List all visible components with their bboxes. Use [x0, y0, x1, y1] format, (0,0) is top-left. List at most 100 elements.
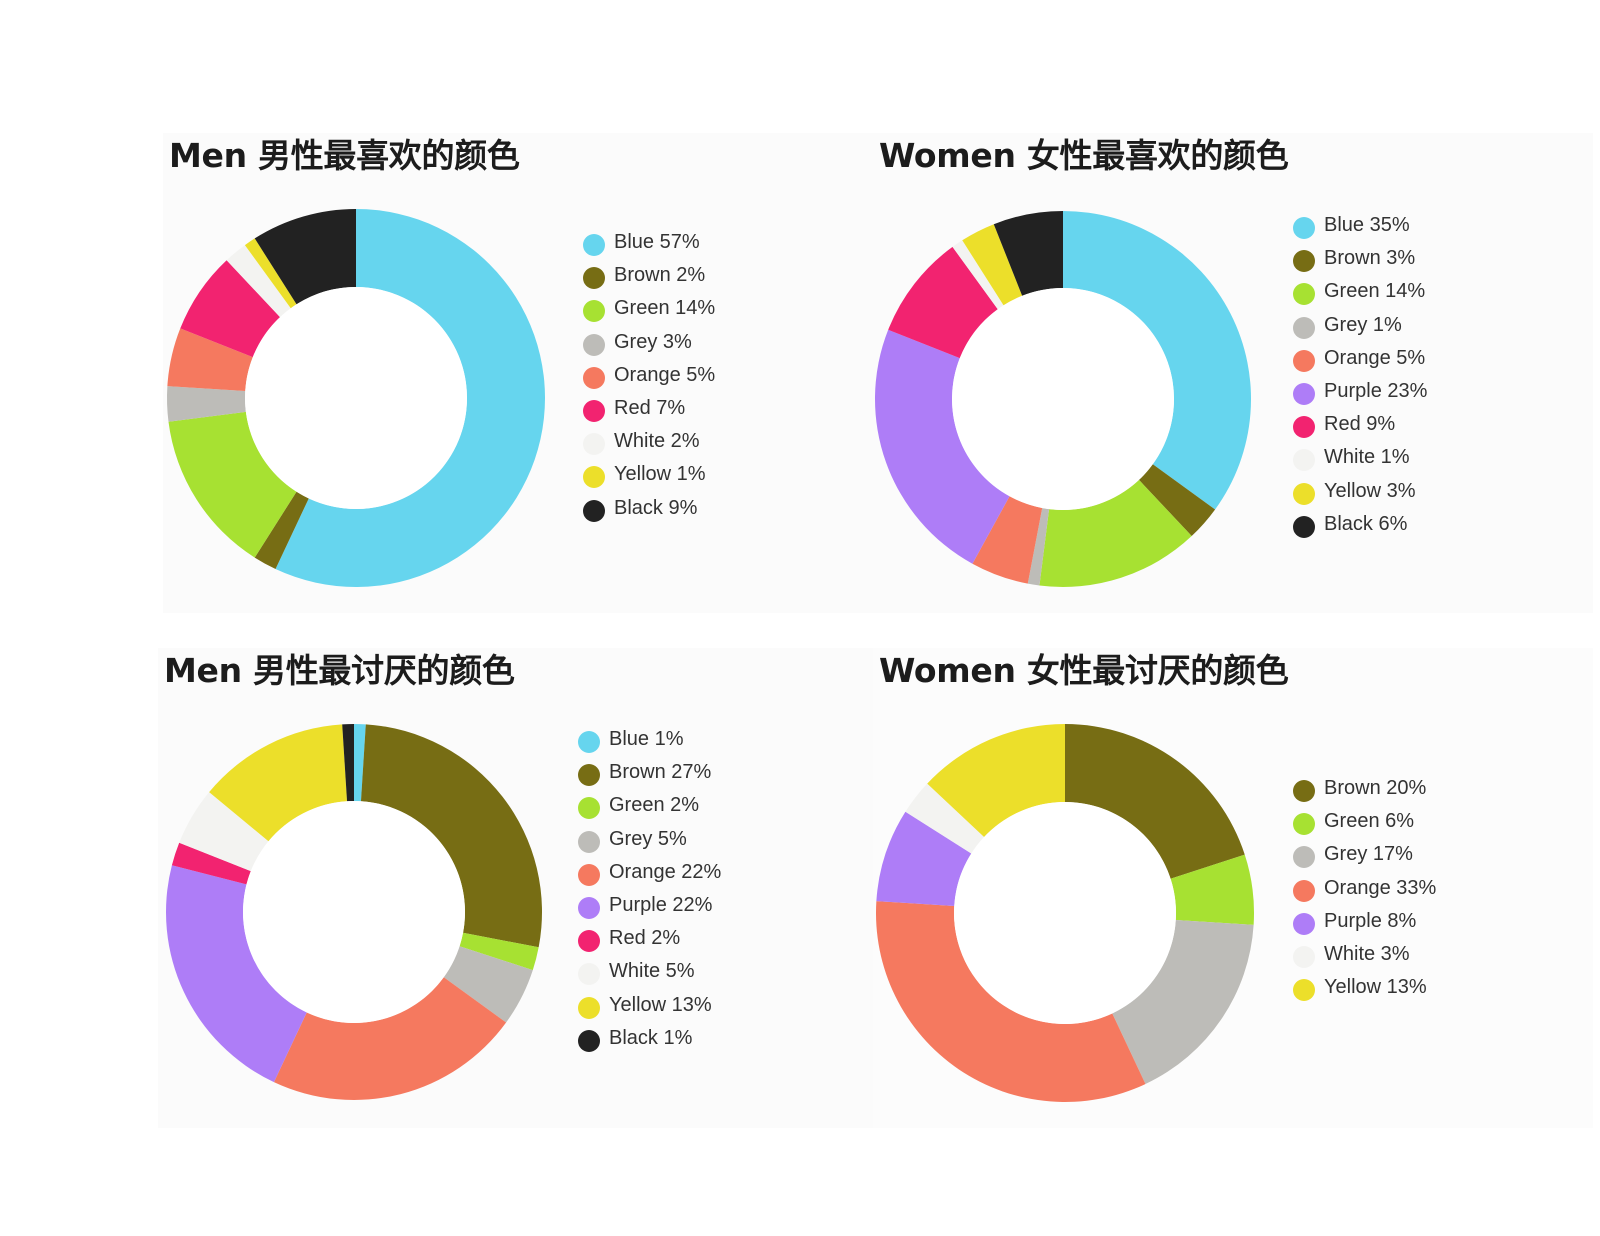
donut-hole [243, 801, 465, 1023]
donut-slice-red [171, 842, 251, 885]
donut-slice-black [993, 211, 1063, 296]
legend-label: Green 2% [609, 794, 700, 817]
donut-slice-white [952, 240, 1004, 310]
donut-chart [875, 724, 1255, 1102]
donut-chart [874, 211, 1252, 588]
donut-hole [952, 288, 1174, 510]
chart-panel-women-disliked: Women 女性最讨厌的颜色 Brown 20% Green 6% Grey 17%… [873, 648, 1593, 1128]
donut-chart [166, 209, 546, 587]
donut-slice-grey [443, 946, 533, 1023]
legend-label: Black 9% [614, 496, 698, 519]
chart-panel-women-favorite: Women 女性最喜欢的颜色 Blue 35% Brown 3% Green 14%… [873, 133, 1593, 613]
donut-slice-purple [874, 329, 1010, 564]
legend-label: Red 7% [614, 396, 686, 419]
legend-label: Red 9% [1324, 413, 1396, 436]
legend-label: White 5% [609, 960, 695, 983]
legend-swatch [583, 366, 605, 389]
donut-slice-yellow [209, 724, 348, 842]
legend-swatch [1293, 945, 1315, 968]
donut-slice-brown [254, 491, 309, 570]
legend-label: Yellow 1% [614, 463, 706, 486]
chart-title: Women 女性最讨厌的颜色 [879, 651, 1289, 690]
donut-slice-orange [273, 977, 507, 1101]
legend-swatch [578, 930, 600, 953]
donut-slice-blue [275, 209, 546, 587]
donut-slice-green [459, 932, 539, 971]
legend-label: Orange 33% [1324, 876, 1437, 899]
donut-slice-grey [166, 386, 246, 422]
legend-swatch [583, 234, 605, 256]
donut-chart [166, 724, 543, 1101]
legend-label: Orange 5% [614, 363, 716, 386]
donut-slice-black [254, 209, 356, 305]
legend-label: Brown 3% [1324, 247, 1416, 270]
legend-swatch [1293, 283, 1315, 306]
legend-label: White 1% [1324, 446, 1410, 469]
legend-label: Grey 17% [1324, 843, 1413, 866]
legend-label: Green 14% [1324, 280, 1426, 303]
legend-swatch [578, 863, 600, 886]
legend-swatch [1293, 515, 1315, 538]
legend-label: Yellow 3% [1324, 479, 1416, 502]
legend-swatch [578, 731, 600, 753]
donut-slice-orange [972, 496, 1043, 584]
legend-swatch [583, 333, 605, 356]
legend-swatch [1293, 416, 1315, 439]
donut-slice-white [179, 792, 269, 872]
donut-slice-yellow [927, 724, 1065, 838]
donut-slice-orange [875, 901, 1146, 1102]
donut-slice-grey [1112, 919, 1254, 1085]
chart-panel-men-disliked: Men 男性最讨厌的颜色 Blue 1% Brown 27% Green 2% Gre… [158, 648, 878, 1128]
legend-label: Yellow 13% [609, 993, 712, 1016]
donut-slice-green [168, 411, 297, 558]
legend-swatch [578, 764, 600, 787]
donut-slice-blue [1063, 211, 1252, 510]
donut-slice-grey [1027, 508, 1050, 586]
legend-swatch [578, 797, 600, 820]
legend-swatch [578, 830, 600, 853]
legend-label: Brown 27% [609, 761, 712, 784]
legend-label: Purple 22% [609, 893, 713, 916]
legend-swatch [1293, 250, 1315, 273]
chart-panel-men-favorite: Men 男性最喜欢的颜色 Blue 57% Brown 2% Green 14% Gr… [163, 133, 883, 613]
donut-slice-purple [166, 865, 307, 1083]
donut-slice-red [888, 246, 998, 359]
donut-slice-red [180, 260, 281, 358]
legend-swatch [583, 300, 605, 323]
legend-label: Red 2% [609, 927, 681, 950]
legend-label: Purple 23% [1324, 379, 1428, 402]
legend-swatch [583, 499, 605, 522]
legend-swatch [583, 433, 605, 456]
legend-label: Black 6% [1324, 512, 1408, 535]
legend-label: Grey 3% [614, 330, 692, 353]
legend-label: White 3% [1324, 942, 1410, 965]
donut-slice-brown [1065, 724, 1245, 879]
legend-swatch [1293, 217, 1315, 239]
legend-swatch [1293, 979, 1315, 1002]
donut-hole [245, 287, 467, 509]
legend-label: Orange 22% [609, 860, 722, 883]
donut-slice-purple [876, 811, 972, 907]
legend-swatch [1293, 316, 1315, 339]
legend-label: Yellow 13% [1324, 976, 1427, 999]
legend-swatch [1293, 879, 1315, 902]
legend-swatch [1293, 912, 1315, 935]
legend-swatch [578, 1029, 600, 1052]
legend-swatch [1293, 846, 1315, 869]
donut-slice-green [1039, 479, 1192, 588]
donut-slice-brown [360, 724, 543, 948]
legend-label: Brown 20% [1324, 777, 1427, 799]
legend-swatch [578, 896, 600, 919]
donut-hole [954, 802, 1176, 1024]
legend-label: Purple 8% [1324, 909, 1417, 932]
donut-slice-white [226, 245, 291, 318]
legend-label: Blue 1% [609, 728, 684, 750]
legend-label: Green 14% [614, 297, 716, 320]
donut-slice-yellow [244, 238, 297, 309]
legend-swatch [1293, 382, 1315, 405]
donut-slice-black [342, 724, 354, 802]
legend-swatch [578, 963, 600, 986]
donut-slice-blue [354, 724, 366, 802]
legend-label: Grey 1% [1324, 313, 1402, 336]
chart-title: Men 男性最喜欢的颜色 [169, 136, 520, 175]
